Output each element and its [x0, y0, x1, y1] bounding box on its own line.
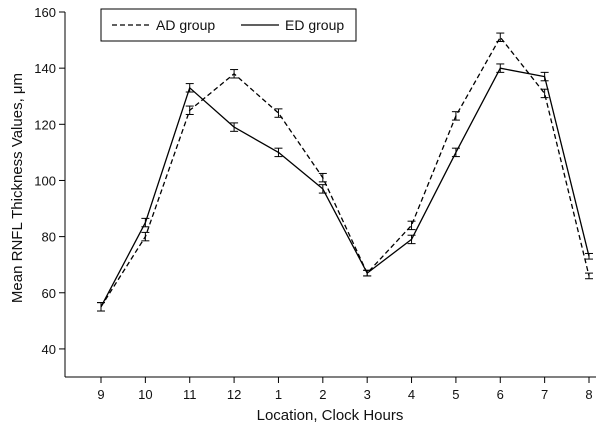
x-tick-label: 11	[183, 387, 197, 402]
error-bar	[141, 231, 150, 242]
error-bar	[585, 252, 593, 260]
error-bar	[540, 71, 549, 82]
error-bar	[141, 217, 150, 228]
error-bar	[585, 272, 593, 280]
x-tick-label: 12	[227, 387, 241, 402]
y-tick-label: 80	[42, 230, 56, 245]
y-tick-label: 100	[34, 173, 56, 188]
error-bar	[185, 105, 194, 115]
series-line	[100, 67, 590, 308]
error-bar	[451, 147, 460, 158]
legend: AD group ED group	[100, 8, 357, 42]
x-axis-title: Location, Clock Hours	[257, 407, 404, 424]
error-bar	[407, 234, 416, 245]
x-tick-label: 4	[408, 387, 415, 402]
error-bar	[496, 32, 505, 42]
error-bar	[496, 63, 505, 73]
x-tick-label: 5	[452, 387, 459, 402]
error-bar	[318, 184, 327, 194]
x-tick-label: 7	[541, 387, 548, 402]
x-tick-label: 6	[497, 387, 504, 402]
x-tick-label: 1	[275, 387, 282, 402]
y-tick-label: 40	[42, 342, 56, 357]
error-bar	[363, 269, 372, 277]
error-bar	[230, 69, 239, 79]
series-1	[97, 32, 593, 312]
x-tick-label: 2	[319, 387, 326, 402]
y-tick-label: 60	[42, 286, 56, 301]
y-tick-label: 160	[34, 5, 56, 20]
error-bar	[274, 147, 283, 158]
x-tick-label: 9	[97, 387, 104, 402]
legend-label-1: AD group	[156, 17, 215, 33]
y-tick-label: 120	[34, 117, 56, 132]
error-bar	[274, 108, 283, 118]
legend-box	[100, 8, 357, 42]
x-tick-label: 3	[364, 387, 371, 402]
error-bar	[185, 83, 194, 93]
error-bar	[230, 122, 239, 132]
series-line	[100, 36, 590, 308]
error-bar	[451, 111, 460, 121]
error-bar	[318, 172, 327, 183]
error-bar	[407, 220, 416, 231]
y-tick-label: 140	[34, 61, 56, 76]
x-tick-label: 10	[138, 387, 152, 402]
series-layer	[97, 32, 593, 312]
y-axis-title: Mean RNFL Thickness Values, μm	[9, 73, 26, 303]
legend-label-2: ED group	[285, 17, 344, 33]
error-bar	[97, 302, 105, 312]
x-tick-label: 8	[585, 387, 592, 402]
series-2	[97, 63, 593, 312]
